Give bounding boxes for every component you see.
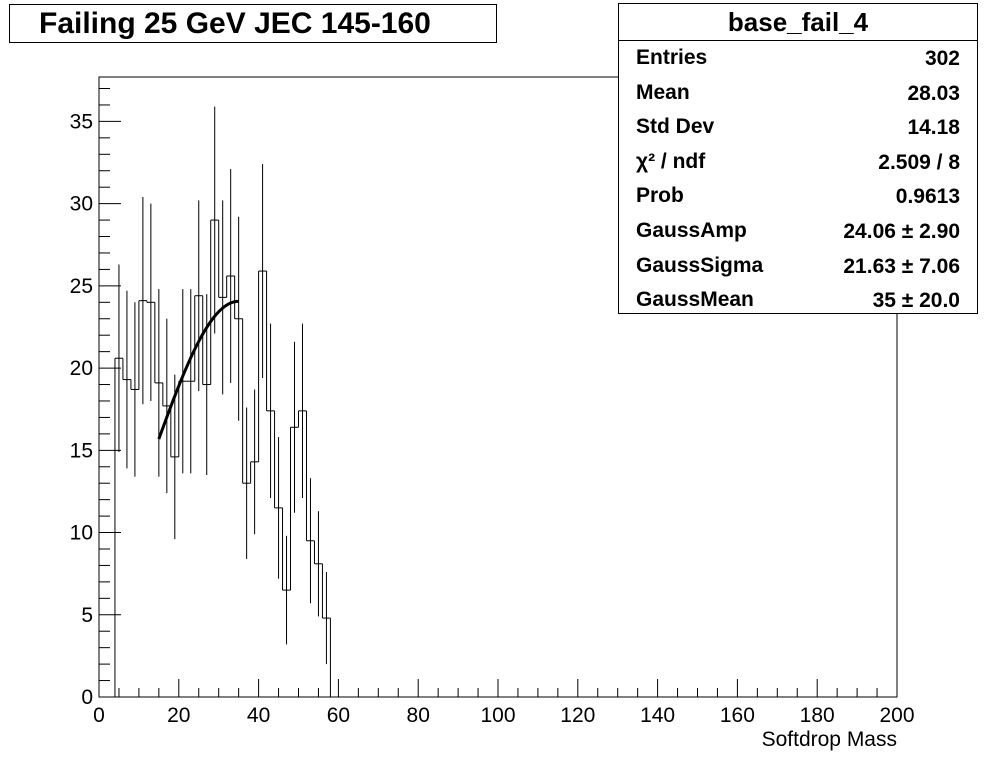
stats-value: 24.06 ± 2.90 [843,219,960,243]
y-tick-label: 5 [81,604,93,627]
stats-value: 21.63 ± 7.06 [843,254,960,278]
stats-label: Entries [636,46,708,69]
stats-label: Std Dev [636,115,715,139]
error-bars [118,106,327,665]
stats-row-gauss-mean: GaussMean 35 ± 20.0 [619,283,977,318]
y-tick-label: 30 [70,193,93,216]
x-tick-label: 180 [800,704,835,727]
y-tick-label: 15 [70,439,93,462]
stats-row-prob: Prob 0.9613 [619,179,977,214]
x-tick-label: 120 [560,704,595,727]
stats-value: 14.18 [907,116,960,140]
chart-title: Failing 25 GeV JEC 145-160 [9,4,497,43]
histogram-bins [114,219,339,698]
y-tick-label: 35 [70,110,93,133]
stats-row-chi2-ndf: χ² / ndf 2.509 / 8 [619,145,977,180]
stats-value: 28.03 [907,81,960,105]
x-tick-label: 80 [407,704,430,727]
stats-row-std-dev: Std Dev 14.18 [619,110,977,145]
stats-row-entries: Entries 302 [619,41,977,76]
stats-label: GaussSigma [636,253,764,277]
x-tick-label: 200 [879,704,914,727]
x-tick-label: 100 [480,704,515,727]
stats-box: base_fail_4 Entries 302 Mean 28.03 Std D… [618,3,978,314]
stats-row-mean: Mean 28.03 [619,76,977,111]
stats-value: 0.9613 [895,185,960,209]
stats-label: χ² / ndf [636,149,706,173]
x-tick-label: 0 [93,704,105,727]
y-tick-label: 25 [70,275,93,298]
x-tick-label: 140 [640,704,675,727]
stats-title: base_fail_4 [619,4,977,41]
x-tick-label: 40 [247,704,270,727]
x-axis: 0 20 40 60 80 100 120 140 160 180 200 [93,679,915,727]
x-tick-label: 60 [327,704,350,727]
stats-row-gauss-amp: GaussAmp 24.06 ± 2.90 [619,214,977,249]
stats-value: 302 [924,47,960,70]
x-tick-label: 160 [720,704,755,727]
stats-label: GaussAmp [636,218,747,242]
y-tick-label: 10 [70,522,93,545]
gaussian-fit-curve [157,299,239,440]
stats-label: Prob [636,184,684,208]
x-axis-title: Softdrop Mass [762,728,897,751]
stats-label: GaussMean [636,288,754,312]
y-tick-label: 20 [70,357,93,380]
stats-value: 2.509 / 8 [878,150,960,174]
x-tick-label: 20 [167,704,190,727]
y-axis: 0 5 10 15 20 25 30 35 [70,88,121,709]
y-tick-label: 0 [81,686,93,709]
stats-value: 35 ± 20.0 [872,289,960,313]
stats-row-gauss-sigma: GaussSigma 21.63 ± 7.06 [619,249,977,284]
stats-label: Mean [636,80,690,104]
